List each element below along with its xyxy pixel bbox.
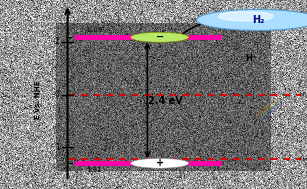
Text: 0: 0 [55,90,60,99]
Text: H₂: H₂ [252,15,264,26]
Text: -1.09: -1.09 [84,27,103,33]
Text: 2.4 eV: 2.4 eV [148,96,183,106]
Text: E vs. NHE: E vs. NHE [35,81,41,119]
Polygon shape [251,95,284,123]
Text: H⁺/H₂: H⁺/H₂ [299,92,307,97]
Polygon shape [246,94,279,122]
Text: 1.31: 1.31 [86,167,102,173]
Text: −: − [156,32,164,42]
Circle shape [218,12,273,21]
Circle shape [196,9,307,30]
Text: +: + [156,158,164,168]
Polygon shape [253,95,287,123]
Polygon shape [258,96,292,124]
Text: -1: -1 [52,37,60,46]
Polygon shape [248,94,282,123]
Text: H₂O/O₂: H₂O/O₂ [299,156,307,162]
Text: 1: 1 [55,143,60,152]
Circle shape [130,158,189,168]
Polygon shape [255,95,289,124]
Circle shape [130,32,189,42]
Text: H⁺: H⁺ [246,54,257,63]
